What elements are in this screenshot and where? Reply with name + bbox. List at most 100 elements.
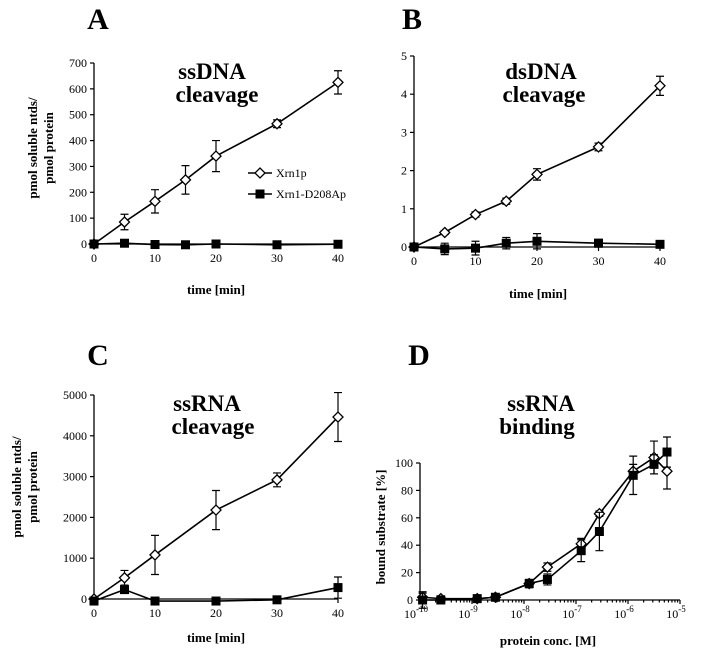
panel-d-y-tick-label: 20 — [401, 566, 413, 580]
panel-b-letter: B — [402, 3, 422, 36]
panel-d-y-tick-label: 40 — [401, 538, 413, 552]
panel-d-xrn1-d208ap-point — [576, 546, 586, 556]
panel-a-xrn1p-series — [88, 70, 344, 250]
panel-a-xrn1p-point — [210, 150, 222, 163]
panel-c-plot — [88, 391, 344, 606]
panel-d-x-tick-label: 10-8 — [510, 604, 530, 621]
panel-a-xrn1-d208ap-point — [150, 240, 160, 250]
panel-a-xrn1-d208ap-point — [211, 239, 221, 249]
panel-b-xrn1p-point — [500, 195, 513, 208]
panel-c-y-axis-label-line-1: pmol soluble ntds/ — [9, 436, 24, 538]
panel-a-x-tick-label: 0 — [91, 251, 97, 265]
panel-d-x-tick-label: 10-7 — [562, 604, 582, 621]
panel-d-xrn1-d208ap-point — [594, 527, 604, 536]
panel-a-xrn1-d208ap-point — [333, 239, 343, 249]
panel-d-y-tick-label: 80 — [401, 483, 413, 497]
panel-c-y-tick-label: 1000 — [63, 551, 87, 565]
panel-d-x-axis-label: protein conc. [M] — [500, 633, 596, 648]
legend-entry-xrn1-d208ap: Xrn1-D208Ap — [248, 187, 346, 201]
panel-b-x-tick-label: 30 — [593, 254, 605, 268]
panel-b-xrn1-d208ap-point — [594, 238, 603, 248]
legend-marker-xrn1p — [248, 167, 272, 179]
panel-a-y-tick-label: 500 — [69, 108, 87, 122]
panel-d-letter: D — [408, 339, 430, 372]
panel-b-x-tick-label: 0 — [411, 254, 417, 268]
panel-a-x-tick-label: 30 — [271, 251, 283, 265]
panel-c-y-tick-label: 2000 — [63, 510, 87, 524]
panel-d-xrn1p-point — [541, 561, 554, 574]
panel-d-x-tick-label: 10-6 — [614, 604, 634, 621]
panel-d-xrn1p-point — [661, 465, 673, 478]
panel-d-xrn1-d208ap-point — [490, 592, 500, 602]
panel-b-xrn1-d208ap-point — [501, 238, 511, 248]
panel-c-x-tick-label: 40 — [332, 606, 344, 620]
panel-a-x-tick-label: 40 — [332, 251, 344, 265]
panel-c-xrn1-d208ap-point — [211, 596, 221, 606]
panel-d-xrn1-d208ap-point — [628, 470, 638, 480]
panel-c-x-tick-label: 10 — [149, 606, 161, 620]
panel-a-x-tick-label: 10 — [149, 251, 161, 265]
panel-d-xrn1-d208ap-point — [649, 459, 659, 469]
legend-marker-xrn1-d208ap — [248, 189, 272, 199]
panel-b-xrn1-d208ap-point — [471, 243, 480, 253]
panel-b-xrn1p-point — [438, 226, 451, 239]
panel-b: B dsDNA cleavage 0 1 2 3 4 5 0 10 20 30 40 time [m… — [401, 3, 666, 301]
panel-d-y-tick-label: 60 — [401, 511, 413, 525]
panel-d-xrn1-d208ap-point — [418, 595, 428, 605]
panel-b-plot — [408, 75, 666, 256]
panel-b-xrn1p-point — [469, 208, 482, 221]
panel-c-xrn1p-line — [93, 416, 339, 600]
panel-c-letter: C — [87, 339, 109, 372]
legend-label-xrn1-d208ap: Xrn1-D208Ap — [276, 187, 346, 201]
panel-a-legend: Xrn1p Xrn1-D208Ap — [248, 166, 346, 201]
panel-b-xrn1-d208ap-point — [440, 244, 450, 254]
panel-d: D ssRNA binding 0 20 40 60 80 100 10-10 10-9 10-… — [373, 339, 686, 648]
panel-a-letter: A — [87, 3, 109, 36]
panel-b-x-tick-label: 20 — [531, 254, 543, 268]
panel-b-x-tick-label: 40 — [654, 254, 666, 268]
panel-d-y-tick-label: 100 — [395, 456, 413, 470]
panel-c-xrn1-d208ap-point — [272, 595, 282, 605]
panel-a-y-axis-label-line-1: pmol soluble ntds/ — [25, 97, 40, 199]
panel-d-xrn1-d208ap-point — [662, 447, 672, 457]
panel-b-y-tick-label: 4 — [401, 87, 407, 101]
panel-d-xrn1-d208ap-point — [436, 595, 446, 605]
panel-a-y-tick-label: 300 — [69, 159, 87, 173]
panel-d-plot — [416, 436, 673, 609]
panel-a-xrn1-d208ap-point — [120, 238, 129, 248]
panel-c-y-axis-label-line-2: pmol protein — [25, 450, 40, 522]
panel-c-xrn1p-series — [88, 391, 344, 605]
panel-c-x-tick-label: 30 — [271, 606, 283, 620]
panel-c-xrn1p-point — [210, 504, 222, 516]
panel-b-y-tick-label: 5 — [401, 49, 407, 63]
panel-c-xrn1p-point — [118, 571, 131, 584]
panel-c-x-tick-label: 20 — [210, 606, 222, 620]
panel-a-y-tick-label: 600 — [69, 82, 87, 96]
panel-b-xrn1-d208ap-point — [655, 239, 665, 249]
panel-a-xrn1-d208ap-point — [181, 240, 190, 250]
panel-c-title-line-2: cleavage — [171, 414, 254, 439]
panel-b-y-tick-label: 1 — [401, 202, 407, 216]
panel-c-xrn1-d208ap-point — [333, 583, 343, 593]
panel-b-xrn1p-series — [408, 75, 666, 253]
panel-c-xrn1-d208ap-series — [89, 576, 343, 606]
panel-d-y-axis-label: bound substrate [%] — [373, 470, 388, 585]
panel-b-xrn1-d208ap-point — [409, 242, 419, 252]
panel-a-title-line-1: ssDNA — [178, 59, 246, 84]
panel-c-xrn1p-point — [332, 411, 344, 423]
panel-b-xrn1-d208ap-series — [409, 233, 665, 256]
panel-a-xrn1p-point — [271, 117, 283, 130]
panel-c-x-tick-label: 0 — [91, 606, 97, 620]
panel-a-plot — [88, 70, 344, 250]
panel-a-y-tick-label: 0 — [81, 237, 87, 251]
panel-b-y-tick-label: 0 — [401, 240, 407, 254]
panel-a-x-tick-label: 20 — [210, 251, 222, 265]
panel-a-y-tick-label: 400 — [69, 134, 87, 148]
panel-a-y-tick-label: 200 — [69, 185, 87, 199]
panel-a-title-line-2: cleavage — [175, 82, 258, 107]
panel-c-x-axis-label: time [min] — [187, 630, 245, 645]
panel-d-xrn1-d208ap-series — [418, 436, 672, 609]
panel-d-xrn1-d208ap-point — [542, 574, 552, 584]
panel-b-title-line-2: cleavage — [502, 82, 585, 107]
